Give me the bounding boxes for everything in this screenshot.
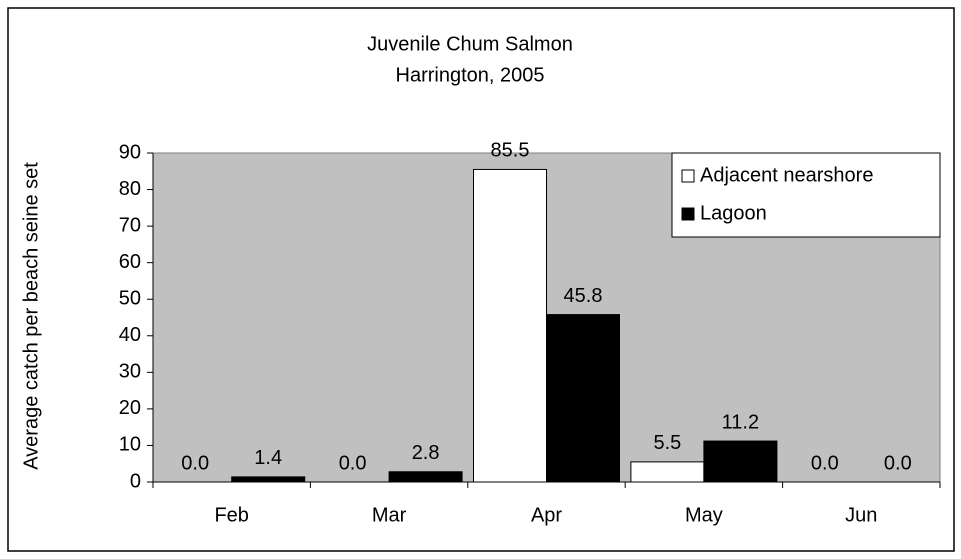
x-tick-label: Apr (531, 504, 562, 526)
y-tick-label: 30 (119, 361, 141, 383)
bar (703, 440, 778, 483)
bar (231, 476, 306, 483)
y-tick-label: 0 (130, 470, 141, 492)
legend-label: Lagoon (700, 202, 767, 224)
x-tick-label: Feb (214, 504, 248, 526)
y-tick-label: 50 (119, 288, 141, 310)
data-label: 0.0 (181, 452, 209, 474)
y-tick-label: 70 (119, 214, 141, 236)
data-label: 85.5 (491, 140, 530, 162)
chart-subtitle: Harrington, 2005 (396, 64, 545, 86)
y-tick-label: 20 (119, 397, 141, 419)
bar (473, 168, 547, 483)
legend-swatch (681, 169, 695, 183)
bar (388, 471, 463, 483)
data-label: 11.2 (722, 411, 759, 433)
bar (546, 314, 620, 483)
legend-label: Adjacent nearshore (700, 164, 873, 186)
data-label: 5.5 (653, 432, 681, 454)
x-tick-label: Mar (372, 504, 407, 526)
x-tick-label: Jun (845, 504, 877, 526)
y-tick-label: 10 (119, 434, 141, 456)
data-label: 0.0 (884, 452, 912, 474)
y-tick-label: 40 (119, 324, 141, 346)
y-axis-label: Average catch per beach seine set (20, 162, 42, 470)
legend-box (671, 152, 941, 238)
y-tick-label: 90 (119, 141, 141, 163)
legend-swatch (681, 207, 695, 221)
chart-title: Juvenile Chum Salmon (367, 33, 573, 55)
data-label: 1.4 (254, 447, 282, 469)
data-label: 2.8 (412, 442, 440, 464)
x-tick-label: May (685, 504, 723, 526)
data-label: 45.8 (564, 285, 603, 307)
y-tick-label: 80 (119, 178, 141, 200)
bar (630, 461, 705, 483)
data-label: 0.0 (811, 452, 839, 474)
data-label: 0.0 (339, 452, 367, 474)
y-tick-label: 60 (119, 251, 141, 273)
